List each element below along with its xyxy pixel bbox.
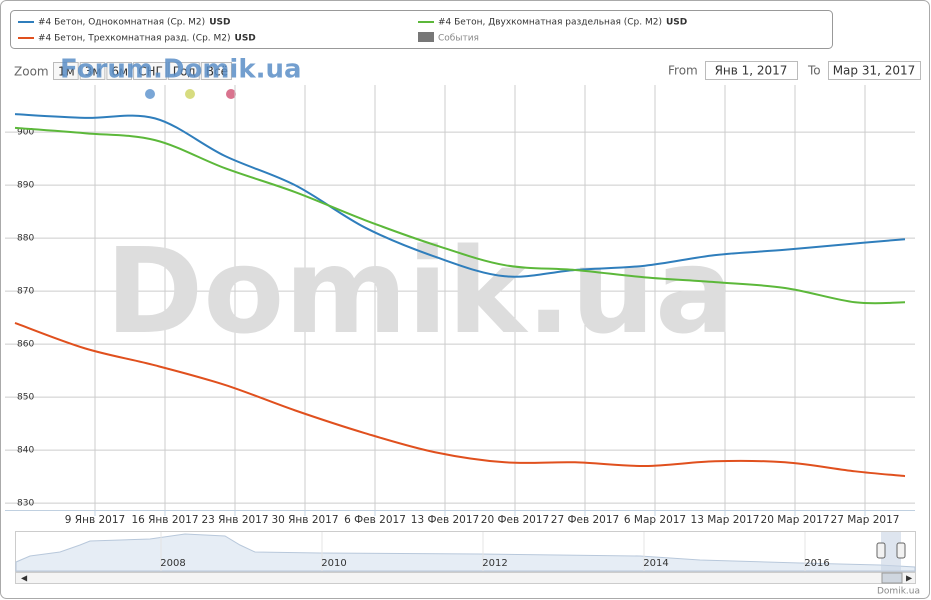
x-tick-label: 6 Мар 2017 [624, 514, 686, 526]
legend-label[interactable]: #4 Бетон, Трехкомнатная разд. (Ср. М2) [38, 34, 231, 44]
zoom-button-label[interactable]: 6м [111, 65, 128, 79]
x-tick-label: 6 Фев 2017 [344, 514, 406, 526]
scroll-left[interactable]: ◀ [21, 574, 28, 583]
zoom-button-box[interactable] [133, 62, 167, 80]
scrollbar-thumb[interactable] [881, 572, 903, 584]
navigator-label: 2016 [804, 558, 829, 569]
series-line [14, 113, 906, 278]
y-tick-label: 840 [17, 446, 34, 456]
scroll-right[interactable]: ▶ [906, 574, 913, 583]
zoom-button[interactable]: Год [167, 62, 200, 80]
to-value[interactable]: Мар 31, 2017 [833, 64, 916, 78]
zoom-button[interactable]: 6м [106, 62, 133, 80]
x-tick-label: 13 Фев 2017 [411, 514, 479, 526]
navigator-handle[interactable] [876, 542, 886, 559]
event-dot[interactable] [226, 89, 236, 99]
y-tick-label: 850 [17, 393, 34, 403]
to-input[interactable] [828, 61, 921, 80]
navigator-handle[interactable] [896, 542, 906, 559]
credits[interactable]: Domik.ua [877, 587, 920, 597]
navigator-window[interactable] [881, 532, 901, 571]
legend-label[interactable]: #4 Бетон, Двухкомнатная раздельная (Ср. … [438, 18, 662, 28]
y-tick-label: 880 [17, 234, 34, 244]
legend-label[interactable]: #4 Бетон, Однокомнатная (Ср. М2) [38, 18, 205, 28]
y-tick-label: 890 [17, 181, 34, 191]
zoom-button[interactable]: Всё [200, 62, 232, 80]
zoom-label: Zoom [14, 65, 49, 79]
scrollbar[interactable] [15, 572, 916, 584]
legend-currency[interactable]: USD [235, 34, 256, 44]
zoom-button-box[interactable] [200, 62, 232, 80]
navigator-label: 2010 [321, 558, 346, 569]
zoom-button-label[interactable]: 3м [85, 65, 102, 79]
events-label[interactable]: События [438, 34, 479, 44]
navigator-label: 2008 [160, 558, 185, 569]
x-tick-label: 13 Мар 2017 [691, 514, 760, 526]
zoom-button-label[interactable]: 1м [58, 65, 75, 79]
navigator-series [15, 533, 916, 572]
x-tick-label: 27 Фев 2017 [551, 514, 619, 526]
x-tick-label: 16 Янв 2017 [131, 514, 198, 526]
series-line [14, 321, 906, 478]
watermark-top: Forum.Domik.ua [60, 55, 302, 85]
from-value[interactable]: Янв 1, 2017 [715, 64, 788, 78]
x-tick-label: 9 Янв 2017 [65, 514, 125, 526]
x-tick-label: 23 Янв 2017 [201, 514, 268, 526]
grid: 830 840 850 860 870 880 890 900 9 Янв 2017 16 Янв… [5, 85, 915, 526]
y-tick-label: 870 [17, 287, 34, 297]
zoom-button-box[interactable] [106, 62, 133, 80]
zoom-button[interactable]: 1м [53, 62, 79, 80]
x-tick-label: 27 Мар 2017 [831, 514, 900, 526]
legend-currency[interactable]: USD [666, 18, 687, 28]
navigator-labels: 2008 2010 2012 2014 2016 [160, 532, 830, 571]
legend-currency[interactable]: USD [209, 18, 230, 28]
navigator-label: 2014 [643, 558, 668, 569]
to-label: To [807, 64, 821, 78]
watermark: Domik.ua [105, 222, 734, 360]
y-tick-label: 900 [17, 128, 34, 138]
series-line [14, 126, 906, 305]
y-tick-label: 860 [17, 340, 34, 350]
zoom-button-box[interactable] [79, 62, 106, 80]
y-tick-label: 830 [17, 499, 34, 509]
x-tick-label: 20 Фев 2017 [481, 514, 549, 526]
x-tick-label: 20 Мар 2017 [761, 514, 830, 526]
legend-box [10, 10, 833, 49]
event-dot[interactable] [185, 89, 195, 99]
navigator-label: 2012 [482, 558, 507, 569]
zoom-button-box[interactable] [53, 62, 79, 80]
from-label: From [668, 64, 698, 78]
events-swatch[interactable] [418, 32, 434, 42]
x-tick-label: 30 Янв 2017 [271, 514, 338, 526]
zoom-buttons: 1м 3м 6м СНГ Год Всё [53, 62, 232, 80]
zoom-button[interactable]: СНГ [133, 62, 167, 80]
legend: #4 Бетон, Однокомнатная (Ср. М2) USD #4 Бе… [18, 18, 687, 44]
zoom-button[interactable]: 3м [79, 62, 106, 80]
zoom-button-label[interactable]: СНГ [138, 65, 163, 79]
zoom-button-box[interactable] [167, 62, 200, 80]
zoom-button-label[interactable]: Год [173, 65, 196, 79]
plot [14, 113, 906, 478]
zoom-button-label[interactable]: Всё [206, 65, 228, 79]
from-input[interactable] [705, 61, 798, 80]
event-dot[interactable] [145, 89, 155, 99]
